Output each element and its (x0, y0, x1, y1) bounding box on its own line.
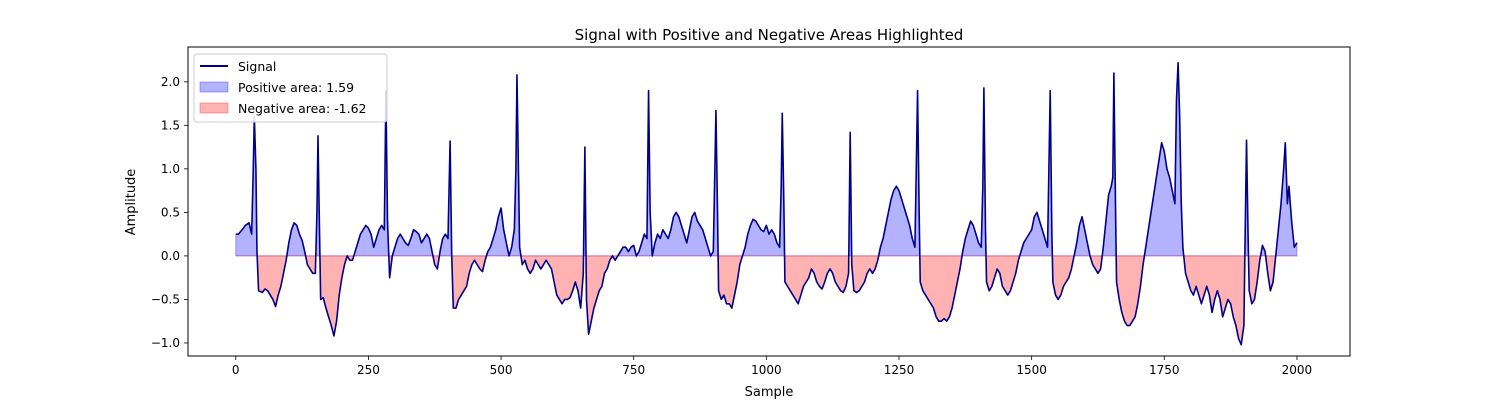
x-tick-label: 1000 (751, 363, 782, 377)
y-tick-label: 1.5 (161, 118, 180, 132)
y-tick-label: 0.5 (161, 205, 180, 219)
legend-label-negative: Negative area: -1.62 (238, 101, 366, 116)
x-tick-label: 1500 (1016, 363, 1047, 377)
y-tick-label: 0.0 (161, 249, 180, 263)
x-tick-label: 750 (622, 363, 645, 377)
x-tick-label: 500 (490, 363, 513, 377)
y-axis-label: Amplitude (124, 169, 139, 236)
y-tick-label: 1.0 (161, 162, 180, 176)
x-tick-label: 2000 (1282, 363, 1313, 377)
legend-frame (193, 53, 388, 123)
x-tick-label: 1250 (884, 363, 915, 377)
x-axis-ticks: 0 250 500 750 1000 1250 1500 1750 2000 (232, 356, 1312, 377)
y-tick-label: 2.0 (161, 75, 180, 89)
x-tick-label: 0 (232, 363, 240, 377)
legend: Signal Positive area: 1.59 Negative area… (193, 53, 388, 123)
legend-label-positive: Positive area: 1.59 (238, 80, 354, 95)
y-tick-label: −1.0 (151, 336, 180, 350)
legend-swatch-positive (199, 81, 229, 93)
x-tick-label: 250 (357, 363, 380, 377)
signal-line (235, 61, 1298, 346)
legend-label-signal: Signal (238, 59, 276, 74)
y-tick-label: −0.5 (151, 292, 180, 306)
x-axis-label: Sample (745, 385, 794, 400)
legend-swatch-negative (199, 102, 229, 114)
signal-line-layer (235, 61, 1298, 346)
chart-title: Signal with Positive and Negative Areas … (575, 26, 964, 44)
plot-frame (187, 46, 1351, 357)
y-axis-ticks: −1.0 −0.5 0.0 0.5 1.0 1.5 2.0 (151, 75, 188, 350)
x-tick-label: 1750 (1149, 363, 1180, 377)
